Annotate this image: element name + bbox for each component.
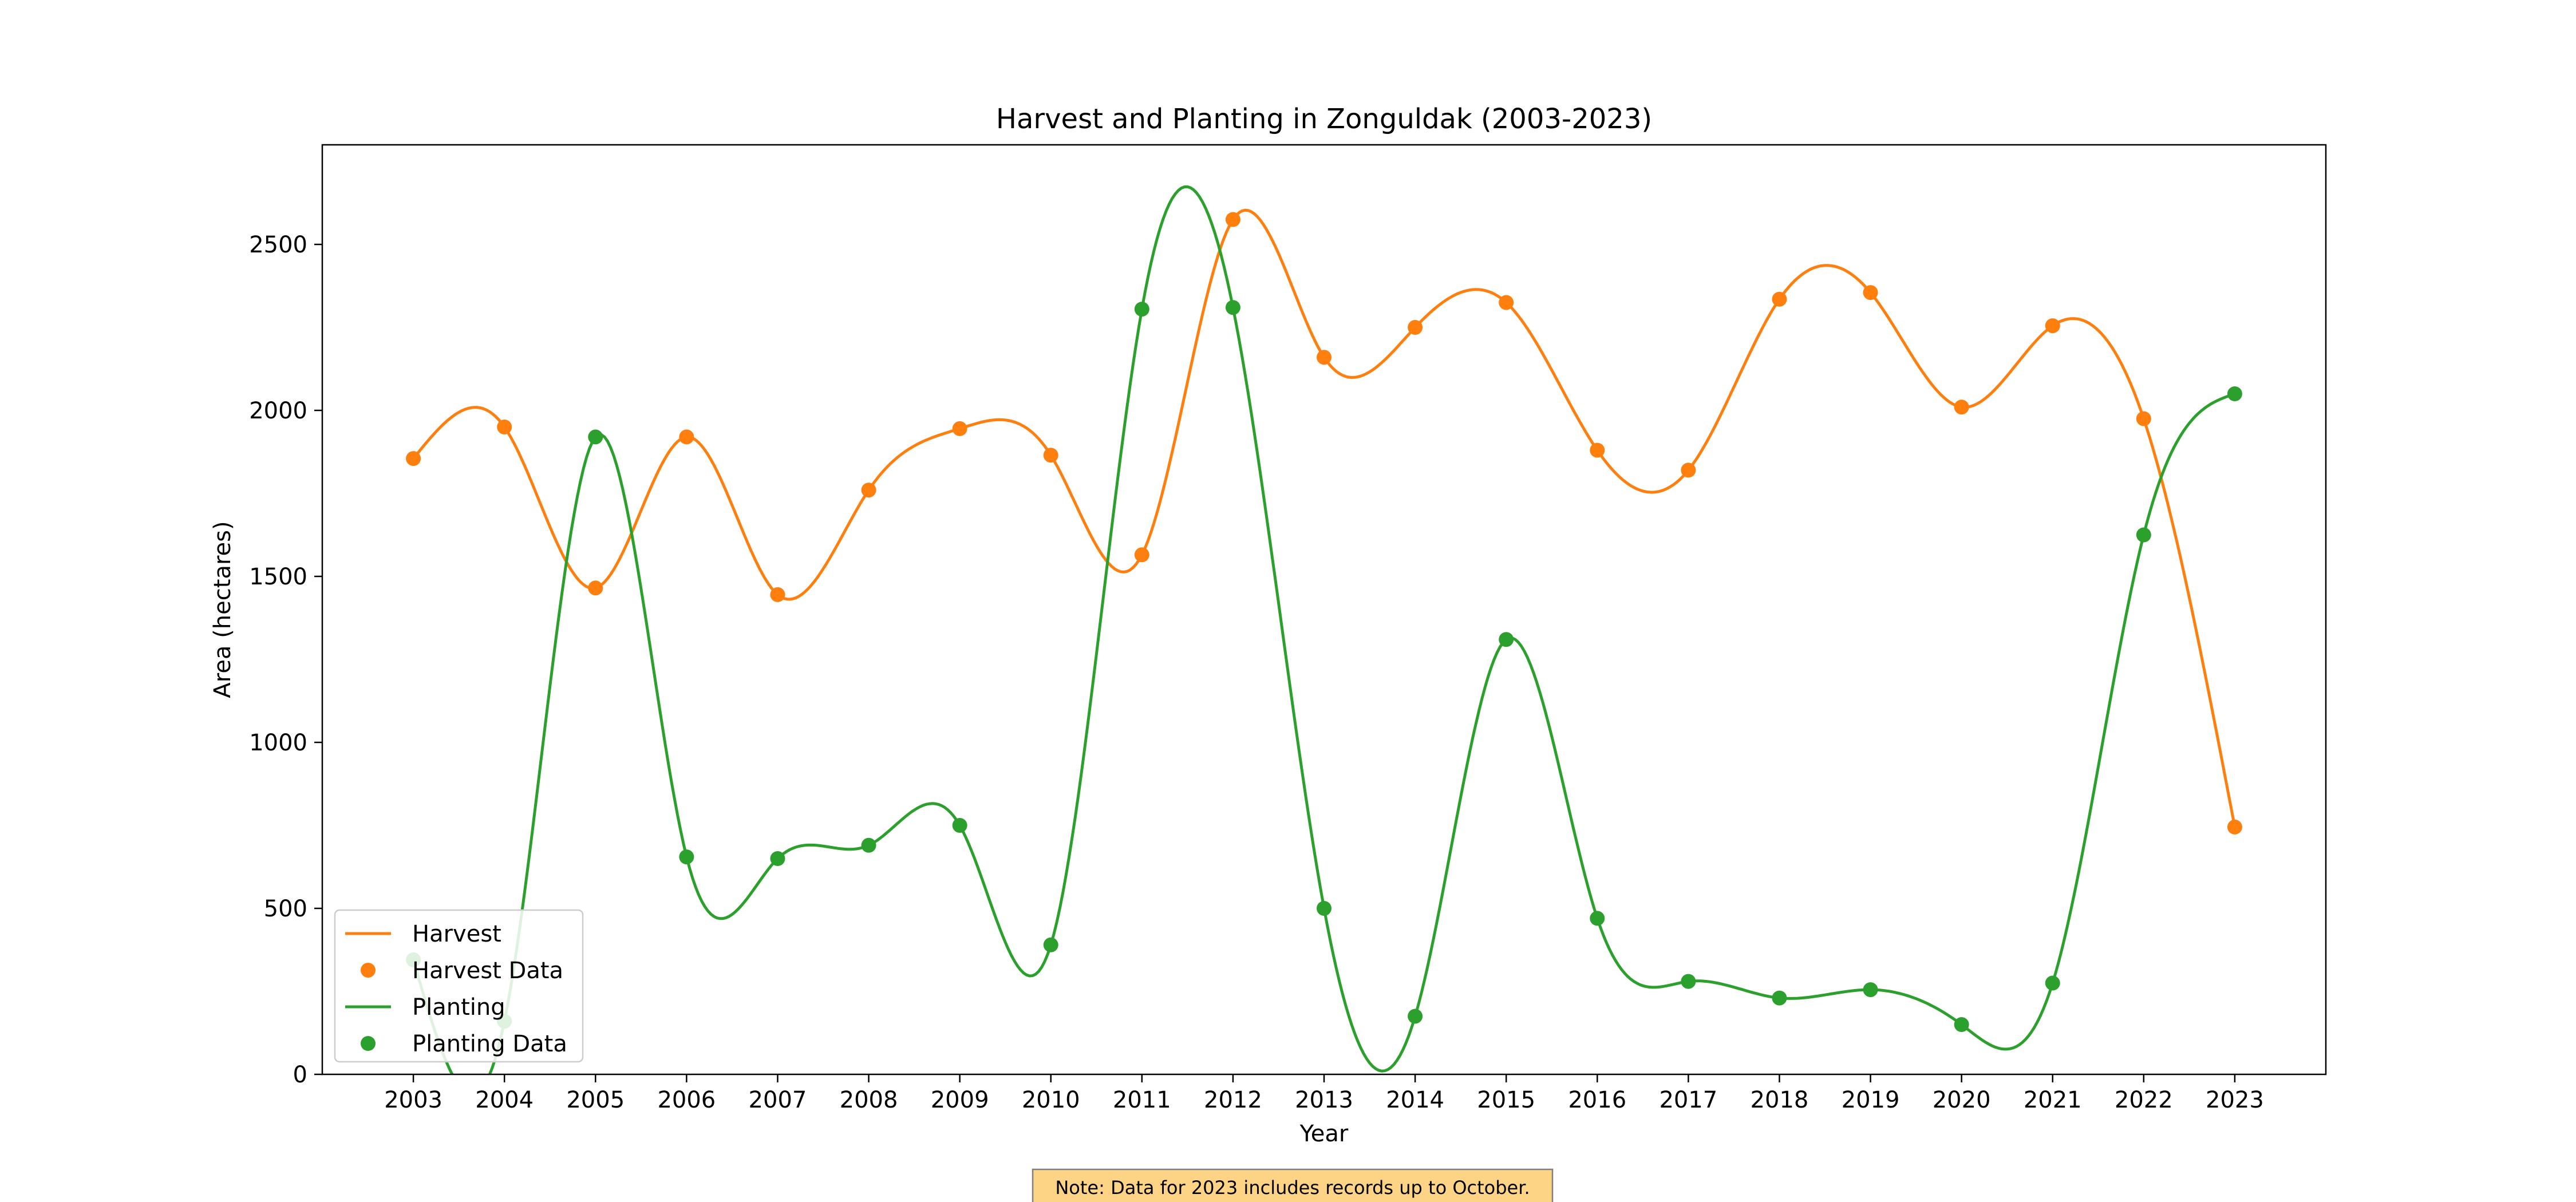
plot-frame xyxy=(321,144,2327,1076)
x-tick-label: 2010 xyxy=(1022,1087,1080,1113)
x-tick-label: 2014 xyxy=(1386,1087,1444,1113)
note-annotation: Note: Data for 2023 includes records up … xyxy=(1032,1168,1554,1202)
data-point-planting xyxy=(2045,975,2060,991)
x-tick-label: 2023 xyxy=(2206,1087,2264,1113)
x-tick-label: 2019 xyxy=(1842,1087,1900,1113)
data-point-harvest xyxy=(952,421,967,436)
y-tick-label: 2500 xyxy=(249,232,307,258)
data-point-harvest xyxy=(497,420,512,434)
data-point-planting xyxy=(1681,974,1696,989)
x-tick-label: 2022 xyxy=(2115,1087,2173,1113)
series-line-harvest xyxy=(412,208,2237,828)
x-tick-label: 2003 xyxy=(384,1087,442,1113)
data-point-harvest xyxy=(406,451,421,466)
data-point-planting xyxy=(1043,937,1058,952)
data-point-harvest xyxy=(1863,285,1878,300)
x-tick-label: 2007 xyxy=(749,1087,807,1113)
x-tick-label: 2004 xyxy=(475,1087,534,1113)
data-point-harvest xyxy=(861,483,876,498)
x-tick-label: 2013 xyxy=(1295,1087,1353,1113)
data-point-harvest xyxy=(1043,448,1058,463)
data-point-harvest xyxy=(1772,291,1787,307)
data-point-planting xyxy=(952,818,967,833)
legend-marker-swatch xyxy=(361,1036,376,1051)
x-tick-label: 2005 xyxy=(566,1087,625,1113)
y-tick-label: 0 xyxy=(293,1062,307,1088)
data-point-planting xyxy=(1499,632,1514,647)
y-tick-label: 1000 xyxy=(249,730,307,756)
data-point-planting xyxy=(1590,911,1605,926)
note-box xyxy=(1032,1168,1554,1202)
series-layer xyxy=(406,185,2242,1074)
legend-label: Harvest Data xyxy=(412,958,563,984)
series-line-planting xyxy=(412,185,2235,1074)
data-point-planting xyxy=(2227,386,2242,401)
legend-label: Planting Data xyxy=(412,1031,567,1057)
data-point-planting xyxy=(1317,901,1332,916)
y-tick-label: 1500 xyxy=(249,564,307,590)
data-point-harvest xyxy=(1499,295,1514,310)
y-axis-ticks: 0 500 1000 1500 2000 2500 xyxy=(249,232,322,1088)
data-point-planting xyxy=(770,851,785,866)
x-tick-label: 2020 xyxy=(1933,1087,1991,1113)
y-tick-label: 2000 xyxy=(249,398,307,424)
x-tick-label: 2017 xyxy=(1659,1087,1717,1113)
y-tick-label: 500 xyxy=(264,896,307,922)
x-axis-label: Year xyxy=(1299,1121,1349,1147)
data-point-planting xyxy=(1134,302,1149,317)
data-point-harvest xyxy=(770,587,785,602)
data-point-harvest xyxy=(1954,400,1969,415)
y-axis-label: Area (hectares) xyxy=(210,521,236,698)
legend-box xyxy=(334,909,584,1063)
data-point-harvest xyxy=(588,580,603,596)
data-point-harvest xyxy=(1225,212,1240,227)
data-point-planting xyxy=(679,849,694,865)
data-point-harvest xyxy=(2227,819,2242,835)
x-tick-label: 2006 xyxy=(657,1087,716,1113)
data-point-planting xyxy=(1863,982,1878,998)
data-point-planting xyxy=(588,429,603,445)
x-tick-label: 2012 xyxy=(1204,1087,1262,1113)
data-point-planting xyxy=(1954,1017,1969,1032)
data-point-planting xyxy=(1225,300,1240,315)
x-tick-label: 2016 xyxy=(1568,1087,1626,1113)
data-point-harvest xyxy=(1681,462,1696,478)
x-tick-label: 2009 xyxy=(931,1087,989,1113)
data-point-planting xyxy=(1772,990,1787,1006)
data-point-harvest xyxy=(679,429,694,445)
chart-title: Harvest and Planting in Zonguldak (2003-… xyxy=(996,103,1652,135)
data-point-harvest xyxy=(2136,411,2151,426)
data-point-planting xyxy=(1408,1009,1423,1024)
legend-marker-swatch xyxy=(361,963,376,978)
legend: Harvest Harvest Data Planting Planting Data xyxy=(334,909,584,1063)
data-point-harvest xyxy=(1317,350,1332,365)
data-point-planting xyxy=(2136,527,2151,543)
data-point-planting xyxy=(861,837,876,853)
x-tick-label: 2018 xyxy=(1751,1087,1809,1113)
legend-label: Harvest xyxy=(412,921,501,947)
data-point-harvest xyxy=(1590,442,1605,458)
x-axis-ticks: 2003 2004 2005 2006 2007 2008 2009 2010 2011 2012… xyxy=(384,1074,2264,1113)
x-tick-label: 2015 xyxy=(1477,1087,1535,1113)
legend-label: Planting xyxy=(412,994,505,1021)
x-tick-label: 2021 xyxy=(2024,1087,2082,1113)
data-point-harvest xyxy=(1408,320,1423,335)
x-tick-label: 2011 xyxy=(1113,1087,1171,1113)
data-point-harvest xyxy=(2045,318,2060,334)
x-tick-label: 2008 xyxy=(840,1087,898,1113)
data-point-harvest xyxy=(1134,547,1149,563)
note-text: Note: Data for 2023 includes records up … xyxy=(1055,1177,1530,1199)
